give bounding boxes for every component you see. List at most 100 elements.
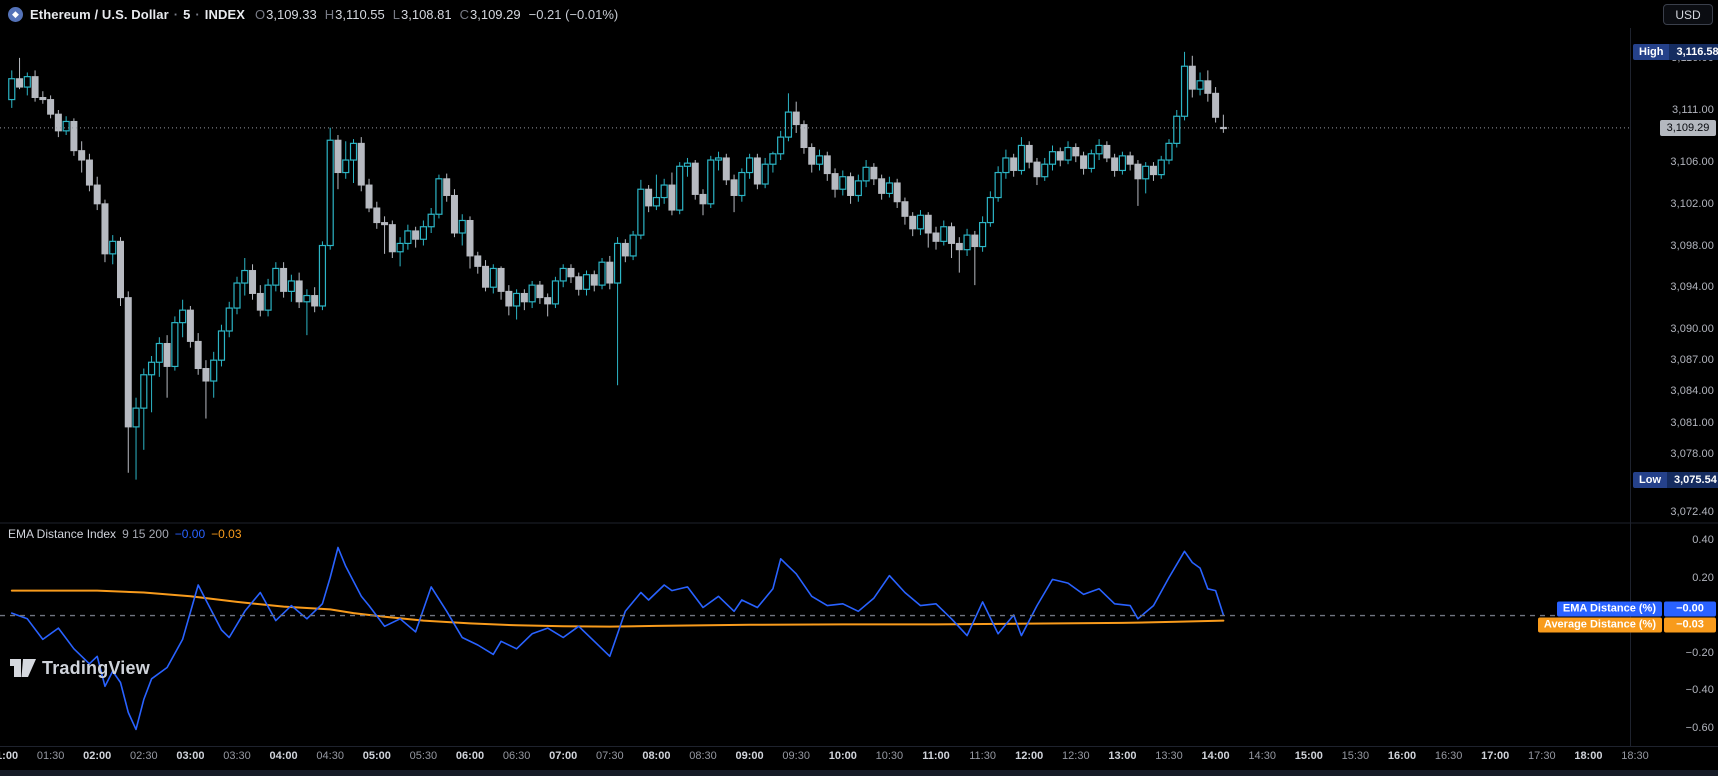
high-badge-value: 3,116.58: [1669, 43, 1718, 60]
time-tick-label: 12:00: [1015, 750, 1044, 762]
candle-body-down: [1025, 144, 1033, 163]
candle-body-down: [450, 194, 458, 234]
change-value: −0.21 (−0.01%): [528, 6, 619, 22]
candle-body-up: [637, 188, 645, 236]
indicator-tick-label: −0.60: [1685, 721, 1714, 734]
time-tick-label: 01:30: [36, 750, 65, 762]
candle-body-up: [916, 214, 925, 230]
candle-body-down: [520, 292, 528, 303]
indicator-value-blue: −0.00: [174, 527, 206, 541]
time-tick-label: 04:30: [316, 750, 344, 762]
candle-body-down: [39, 96, 47, 101]
candle-body-up: [241, 269, 249, 284]
candle-body-down: [16, 78, 24, 88]
candle-body-down: [1080, 155, 1088, 169]
candle-body-down: [1188, 65, 1196, 90]
candle-body-down: [202, 368, 210, 382]
time-tick-label: 06:30: [502, 750, 531, 762]
candle-body-up: [1041, 163, 1049, 178]
indicator-tick-label: 0.20: [1692, 571, 1714, 584]
interval-value[interactable]: 5: [183, 6, 191, 22]
time-tick-label: 02:00: [83, 750, 112, 762]
candle-body-down: [186, 309, 194, 342]
time-tick-label: 18:00: [1574, 750, 1603, 762]
time-tick-label: 15:00: [1294, 750, 1323, 762]
currency-button[interactable]: USD: [1663, 4, 1713, 25]
candle-body-up: [839, 176, 847, 190]
candle-body-up: [862, 166, 870, 182]
candle-body-down: [54, 113, 62, 132]
candle-body-down: [1056, 151, 1064, 161]
candle-body-down: [878, 178, 886, 194]
candle-body-down: [78, 150, 86, 161]
candle-body-up: [738, 171, 746, 197]
candle-body-down: [792, 111, 800, 126]
time-tick-label: 14:00: [1201, 750, 1230, 762]
candle-body-up: [1002, 157, 1010, 174]
candle-body-down: [1010, 157, 1018, 171]
high-badge-label: High: [1633, 43, 1670, 60]
ema-distance-badge: EMA Distance (%) −0.00: [1556, 601, 1716, 617]
candle-body-down: [31, 76, 39, 98]
candle-body-down: [101, 203, 109, 255]
candle-body-down: [932, 232, 940, 242]
low-value: 3,108.81: [401, 6, 452, 22]
candle-body-up: [171, 322, 179, 368]
candle-body-down: [722, 157, 730, 181]
candle-body-down: [691, 162, 699, 195]
candle-body-up: [109, 240, 117, 255]
time-tick-label: 16:00: [1387, 750, 1417, 762]
candle-body-up: [217, 330, 226, 361]
separator: ·: [195, 6, 200, 22]
time-tick-label: 05:30: [409, 750, 438, 762]
candle-body-up: [155, 342, 163, 363]
candle-body-down: [870, 166, 878, 180]
candle-body-up: [303, 294, 311, 303]
symbol-title[interactable]: Ethereum / U.S. Dollar: [30, 6, 169, 22]
time-tick-label: 09:00: [735, 750, 764, 762]
candle-body-down: [443, 178, 451, 196]
candle-body-up: [745, 157, 754, 174]
indicator-tick-label: −0.40: [1685, 684, 1714, 696]
time-tick-label: 02:30: [130, 750, 158, 762]
candle-body-down: [373, 207, 381, 224]
close-value: 3,109.29: [470, 6, 521, 22]
high-value: 3,110.55: [335, 6, 385, 22]
price-tick-label: 3,084.00: [1670, 385, 1714, 398]
candle-body-up: [1142, 165, 1150, 180]
indicator-title[interactable]: EMA Distance Index: [8, 527, 117, 541]
candle-body-up: [986, 196, 994, 224]
time-tick-label: 06:00: [455, 750, 485, 762]
candle-body-down: [909, 215, 917, 230]
candle-body-up: [1118, 155, 1127, 172]
low-badge-value: 3,075.54: [1667, 471, 1718, 488]
open-value: 3,109.33: [266, 6, 317, 22]
average-distance-badge-label: Average Distance (%): [1537, 617, 1662, 632]
time-tick-label: 17:00: [1481, 750, 1510, 762]
candle-body-down: [699, 193, 707, 205]
time-tick-label: 14:30: [1248, 750, 1276, 762]
bottom-strip: [0, 770, 1718, 776]
candle-body-down: [536, 284, 544, 299]
candle-body-up: [396, 242, 404, 253]
candle-body-up: [1157, 159, 1165, 176]
candle-body-up: [8, 78, 16, 101]
candle-body-down: [1126, 155, 1134, 165]
candle-body-down: [730, 179, 738, 196]
candle-body-up: [559, 267, 567, 282]
ema-distance-badge-label: EMA Distance (%): [1556, 601, 1662, 617]
candle-body-up: [233, 282, 241, 309]
price-tick-label: 3,106.00: [1670, 156, 1714, 169]
candle-body-up: [784, 111, 793, 138]
price-tick-label: 3,094.00: [1670, 281, 1714, 294]
current-price-badge: 3,109.29: [1660, 119, 1716, 136]
time-tick-label: 01:00: [0, 750, 19, 762]
tradingview-logo[interactable]: TradingView: [10, 656, 150, 680]
ohlc-values: O3,109.33 H3,110.55 L3,108.81 C3,109.29: [255, 6, 521, 22]
candle-body-up: [419, 226, 427, 240]
candle-body-up: [23, 76, 31, 88]
candle-body-down: [567, 267, 575, 278]
candle-body-up: [528, 284, 536, 303]
price-tick-label: 3,087.00: [1670, 354, 1714, 367]
